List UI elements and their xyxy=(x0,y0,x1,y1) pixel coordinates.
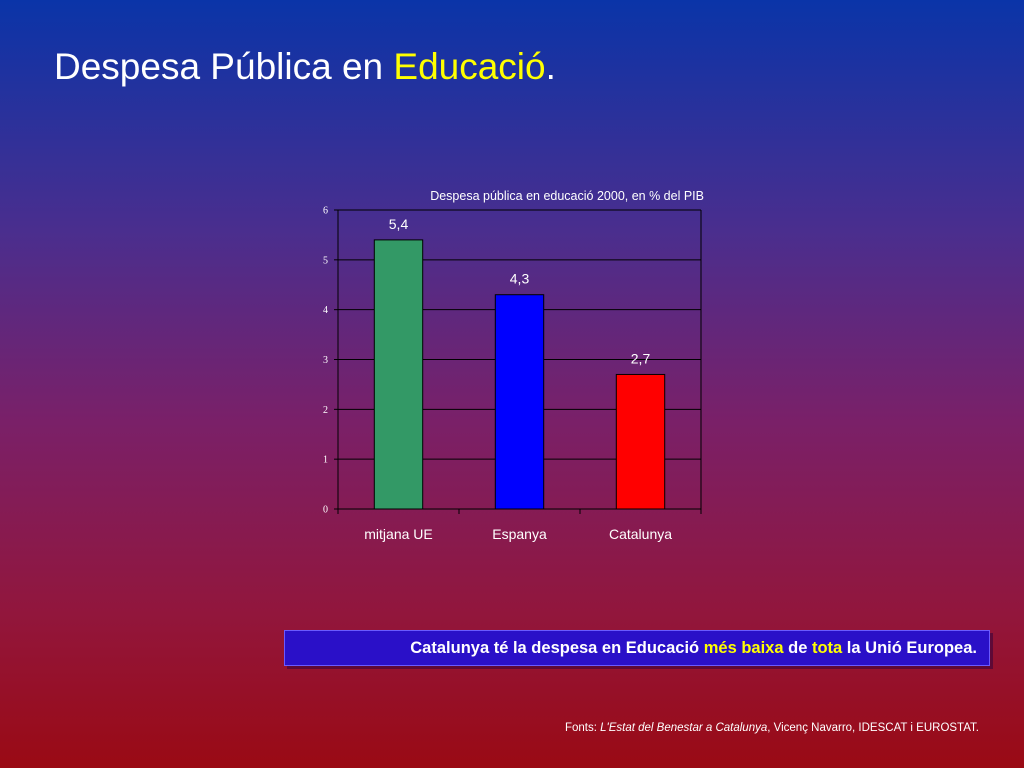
sources-prefix: Fonts: xyxy=(564,722,601,734)
sources-italic: L'Estat del Benestar a Catalunya xyxy=(600,722,768,734)
title-prefix: Despesa Pública en xyxy=(54,46,394,87)
x-category-label: Catalunya xyxy=(609,526,672,542)
bar-value-label: 2,7 xyxy=(631,350,651,366)
y-tick-label: 2 xyxy=(323,405,328,416)
bar-value-label: 4,3 xyxy=(510,271,530,287)
title-suffix: . xyxy=(545,46,556,87)
bar xyxy=(373,239,424,510)
y-tick-label: 0 xyxy=(323,505,328,516)
callout-highlight-1: més baixa xyxy=(703,639,784,657)
bar xyxy=(615,373,666,510)
x-category-label: Espanya xyxy=(492,526,547,542)
y-tick-label: 6 xyxy=(323,206,328,217)
callout-highlight-2: tota xyxy=(811,639,843,657)
x-category-label: mitjana UE xyxy=(364,526,432,542)
title-accent: Educació xyxy=(393,46,546,87)
chart-title: Despesa pública en educació 2000, en % d… xyxy=(430,189,704,203)
callout-text-3: la Unió Europea. xyxy=(842,639,977,657)
y-tick-label: 1 xyxy=(323,455,328,466)
y-tick-label: 4 xyxy=(323,305,328,316)
conclusion-callout: Catalunya té la despesa en Educació més … xyxy=(284,630,990,666)
y-tick-label: 5 xyxy=(323,255,328,266)
sources-suffix: , Vicenç Navarro, IDESCAT i EUROSTAT. xyxy=(767,722,979,734)
bar-value-label: 5,4 xyxy=(389,216,409,232)
y-tick-label: 3 xyxy=(323,355,328,366)
slide-title: Despesa Pública en Educació. xyxy=(54,46,556,88)
callout-text-2: de xyxy=(783,639,812,657)
callout-text-1: Catalunya té la despesa en Educació xyxy=(410,639,704,657)
bar-chart: Despesa pública en educació 2000, en % d… xyxy=(323,189,704,542)
sources-note: Fonts: L'Estat del Benestar a Catalunya,… xyxy=(565,722,979,734)
bar xyxy=(494,294,545,510)
